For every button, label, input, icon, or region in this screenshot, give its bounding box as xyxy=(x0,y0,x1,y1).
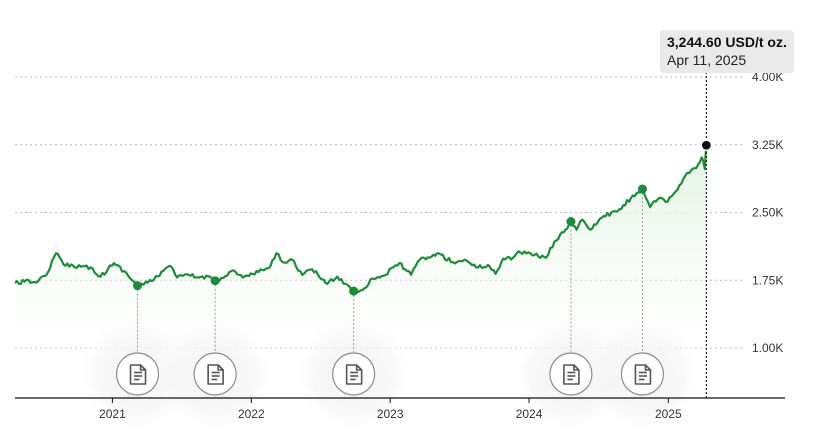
y-tick-label: 4.00K xyxy=(752,70,783,84)
news-connectors xyxy=(137,189,643,352)
document-icon xyxy=(129,364,147,385)
x-axis xyxy=(15,397,785,403)
news-document-button[interactable] xyxy=(332,352,376,396)
x-axis-labels: 2021 2022 2023 2024 2025 xyxy=(99,407,682,421)
price-line xyxy=(14,145,708,294)
news-marker-dot xyxy=(637,184,647,194)
tooltip-date: Apr 11, 2025 xyxy=(667,52,747,68)
y-tick-label: 1.75K xyxy=(752,273,783,287)
y-tick-label: 3.25K xyxy=(752,138,783,152)
news-button-circle xyxy=(115,352,160,396)
news-button-circle xyxy=(620,352,665,396)
news-button-circle xyxy=(549,352,593,396)
news-document-button[interactable] xyxy=(549,352,593,396)
x-tick-label: 2022 xyxy=(238,407,265,421)
tooltip-value: 3,244.60 USD/t oz. xyxy=(667,34,787,50)
news-marker-dot xyxy=(349,286,359,296)
y-tick-label: 1.00K xyxy=(752,341,783,355)
document-icon xyxy=(207,364,224,385)
x-tick-label: 2023 xyxy=(377,407,404,421)
news-button-circle xyxy=(193,352,237,396)
highlight-point xyxy=(700,139,712,151)
news-marker-dot xyxy=(133,281,143,291)
document-icon xyxy=(345,364,363,385)
news-marker-dot xyxy=(566,217,576,227)
news-marker-dot xyxy=(210,276,220,286)
price-area xyxy=(15,145,707,398)
news-markers xyxy=(133,184,647,296)
price-area-fill xyxy=(15,145,707,398)
news-buttons[interactable] xyxy=(115,352,665,396)
news-document-button[interactable] xyxy=(620,352,665,396)
news-document-button[interactable] xyxy=(115,352,160,396)
x-tick-label: 2024 xyxy=(516,407,543,421)
document-icon xyxy=(634,364,652,385)
crosshair xyxy=(700,64,712,398)
x-tick-label: 2025 xyxy=(655,407,682,421)
document-icon xyxy=(563,364,580,385)
x-tick-label: 2021 xyxy=(99,407,126,421)
news-button-circle xyxy=(332,352,376,396)
price-series-line xyxy=(14,145,708,294)
y-tick-label: 2.50K xyxy=(752,206,783,220)
price-tooltip: 3,244.60 USD/t oz. Apr 11, 2025 xyxy=(660,30,794,73)
news-document-button[interactable] xyxy=(193,352,237,396)
y-axis-labels: 1.00K 1.75K 2.50K 3.25K 4.00K xyxy=(752,70,783,355)
